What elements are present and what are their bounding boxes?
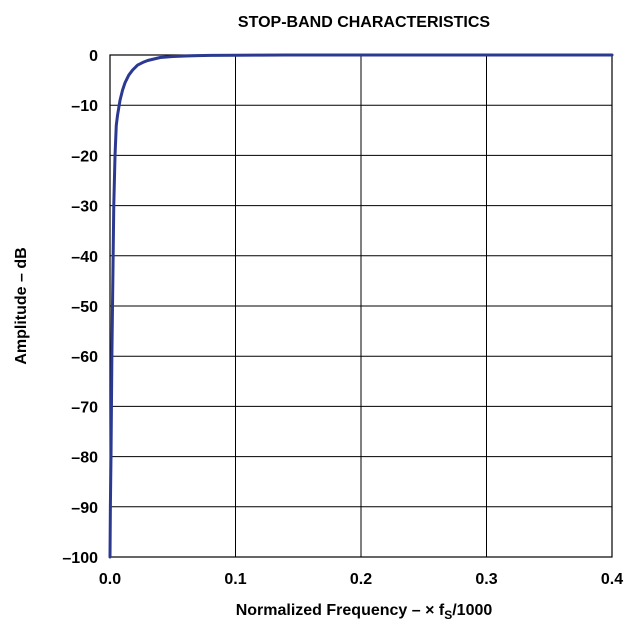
x-axis-label-subscript: S	[444, 608, 452, 622]
y-tick-label: –70	[71, 399, 98, 416]
x-axis-label: Normalized Frequency – × fS/1000	[236, 602, 493, 622]
series-line-0	[108, 53, 614, 559]
grid	[109, 54, 613, 558]
series-layer	[108, 53, 614, 559]
y-tick-labels: 0 –10 –20 –30 –40 –50 –60 –70 –80 –90 –100	[62, 48, 98, 567]
y-tick-label: –100	[62, 550, 98, 567]
x-tick-label: 0.2	[350, 571, 372, 588]
x-tick-label: 0.0	[99, 571, 121, 588]
y-tick-label: –20	[71, 148, 98, 165]
y-tick-label: –30	[71, 199, 98, 216]
y-tick-label: –60	[71, 349, 98, 366]
y-tick-label: –90	[71, 500, 98, 517]
y-tick-label: –10	[71, 98, 98, 115]
y-tick-label: 0	[89, 48, 98, 65]
y-axis-label: Amplitude – dB	[13, 247, 30, 364]
x-tick-label: 0.4	[601, 571, 623, 588]
x-axis-label-prefix: Normalized Frequency – × f	[236, 602, 445, 619]
chart-title: STOP-BAND CHARACTERISTICS	[238, 14, 490, 31]
x-tick-label: 0.3	[475, 571, 497, 588]
y-tick-label: –50	[71, 299, 98, 316]
y-tick-label: –80	[71, 450, 98, 467]
x-axis-label-suffix: /1000	[452, 602, 492, 619]
x-tick-labels: 0.0 0.1 0.2 0.3 0.4	[99, 571, 623, 588]
x-tick-label: 0.1	[224, 571, 246, 588]
y-tick-label: –40	[71, 249, 98, 266]
